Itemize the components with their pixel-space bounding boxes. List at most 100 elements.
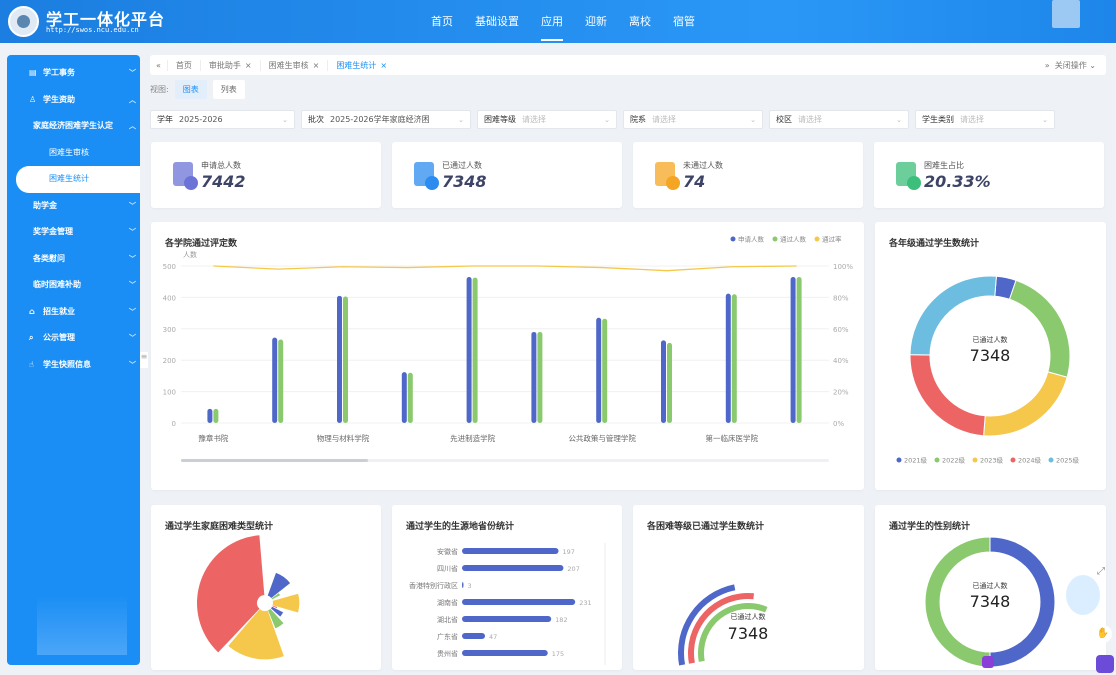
tab-item[interactable]: 审批助手 ×: [199, 59, 260, 71]
ring-arc: [678, 584, 736, 666]
sidebar-item[interactable]: 困难生统计: [16, 166, 140, 193]
view-option-1[interactable]: 列表: [212, 80, 245, 99]
x-tick-label: 第一临床医学院: [706, 433, 759, 443]
h-bar: [462, 582, 464, 588]
h-bar: [462, 650, 548, 656]
legend-label: 2025级: [1056, 456, 1080, 465]
close-operations-menu[interactable]: » 关闭操作 ⌄: [1044, 60, 1096, 70]
filter-select[interactable]: 批次 2025-2026学年家庭经济困 ⌄: [301, 110, 471, 129]
sidebar-item-label: 奖学金管理: [33, 227, 73, 236]
filter-select[interactable]: 校区 请选择 ⌄: [769, 110, 909, 129]
translate-icon[interactable]: [1096, 655, 1114, 673]
rose-slice: [228, 609, 284, 660]
donut-slice: [983, 371, 1068, 437]
sidebar-item[interactable]: ☝ 学生快照信息 ﹀: [7, 352, 140, 379]
hand-icon[interactable]: ✋: [1094, 625, 1112, 643]
chart-title: 通过学生家庭困难类型统计: [165, 522, 274, 532]
chevron-down-icon: ⌄: [750, 115, 756, 124]
filter-label: 学年: [157, 115, 173, 124]
legend-label: 2021级: [904, 456, 928, 465]
h-bar: [462, 548, 559, 554]
sidebar-item[interactable]: 家庭经济困难学生认定 ︿: [7, 113, 140, 140]
close-icon[interactable]: ×: [244, 60, 252, 70]
sidebar-item[interactable]: ♙ 学生资助 ︿: [7, 87, 140, 114]
nav-item[interactable]: 应用: [530, 0, 574, 43]
filter-select[interactable]: 院系 请选择 ⌄: [623, 110, 763, 129]
bar-1: [796, 276, 802, 423]
y-tick-label: 500: [163, 263, 176, 271]
graduation-cap-icon: [410, 159, 440, 191]
tab-label: 首页: [175, 60, 192, 70]
sidebar-item[interactable]: 助学金 ﹀: [7, 193, 140, 220]
bar-1: [213, 408, 219, 423]
tab-item[interactable]: 困难生审核 ×: [259, 59, 328, 71]
nav-item[interactable]: 离校: [629, 15, 651, 28]
view-switch: 视图: 图表 列表: [150, 80, 245, 99]
view-option-0[interactable]: 图表: [174, 80, 207, 99]
bar-1: [407, 372, 413, 423]
filter-placeholder: 请选择: [652, 115, 676, 124]
filter-placeholder: 请选择: [522, 115, 546, 124]
sidebar-collapse-handle[interactable]: ≡: [140, 352, 148, 368]
nav-item[interactable]: 首页: [431, 15, 453, 28]
extension-icon[interactable]: [982, 656, 994, 668]
legend-marker: [972, 457, 978, 463]
grade-chart-card: 各年级通过学生数统计 已通过人数 7348 2021级 2022级 2023级 2024级…: [875, 222, 1106, 490]
ring-arc: [698, 603, 768, 662]
donut-slice: [924, 536, 991, 668]
y2-tick-label: 100%: [833, 263, 853, 271]
top-nav: 首页 基础设置 应用 迎新 离校 宿管: [420, 0, 706, 43]
user-avatar[interactable]: [1052, 0, 1080, 28]
sidebar-item[interactable]: 困难生审核: [7, 140, 140, 167]
university-logo: [8, 6, 39, 37]
thumb-icon: ☝: [29, 359, 34, 369]
center-value: 7348: [728, 624, 769, 643]
zoom-slider-handle[interactable]: [181, 459, 368, 462]
filter-label: 院系: [630, 115, 646, 124]
sidebar-item-label: 各类慰问: [33, 253, 65, 263]
nav-item[interactable]: 迎新: [585, 15, 607, 28]
sidebar-item[interactable]: 奖学金管理 ﹀: [7, 219, 140, 246]
tab-item[interactable]: 困难生统计 ×: [327, 59, 395, 71]
kpi-label: 未通过人数: [683, 161, 723, 170]
sidebar-item[interactable]: ▤ 学工事务 ﹀: [7, 60, 140, 87]
filter-label: 校区: [776, 115, 792, 124]
sidebar-item[interactable]: ⌂ 招生就业 ﹀: [7, 299, 140, 326]
sidebar-item[interactable]: ⌕ 公示管理 ﹀: [7, 325, 140, 352]
nav-item[interactable]: 基础设置: [475, 15, 519, 28]
legend-marker: [934, 457, 940, 463]
tab-item[interactable]: 首页: [166, 59, 200, 71]
sidebar-item-label: 公示管理: [43, 333, 75, 342]
close-icon[interactable]: ×: [312, 60, 320, 70]
sidebar-item[interactable]: 各类慰问 ﹀: [7, 246, 140, 273]
center-value: 7348: [970, 346, 1011, 365]
form-icon: [169, 159, 199, 191]
filter-select[interactable]: 学年 2025-2026 ⌄: [150, 110, 295, 129]
stamp-clock-icon: [651, 159, 681, 191]
legend-label: 2022级: [942, 456, 966, 465]
nav-item[interactable]: 宿管: [673, 15, 695, 28]
filter-select[interactable]: 困难等级 请选择 ⌄: [477, 110, 617, 129]
assistant-robot-icon[interactable]: [1066, 575, 1100, 615]
bar-1: [667, 342, 672, 423]
filter-select[interactable]: 学生类别 请选择 ⌄: [915, 110, 1055, 129]
y-category-label: 安徽省: [437, 547, 458, 556]
close-icon[interactable]: ×: [380, 60, 388, 70]
bar-0: [531, 331, 537, 423]
bar-0: [466, 276, 472, 423]
sidebar-item[interactable]: 临时困难补助 ﹀: [7, 272, 140, 299]
expand-icon[interactable]: ⤢: [1097, 566, 1105, 577]
x-tick-label: 公共政策与管理学院: [568, 433, 636, 443]
sidebar: ▤ 学工事务 ﹀ ♙ 学生资助 ︿ 家庭经济困难学生认定 ︿ 困难生审核 困难生统计 助学金 ﹀ 奖学金…: [7, 55, 140, 665]
app-url: http://swos.ncu.edu.cn: [46, 26, 139, 34]
scroll-left-icon[interactable]: «: [156, 60, 161, 70]
top-header: 学工一体化平台 http://swos.ncu.edu.cn 首页 基础设置 应用迎…: [0, 0, 1116, 43]
legend-marker: [896, 457, 902, 463]
search-icon: ⌕: [29, 333, 34, 342]
bar-0: [207, 408, 213, 423]
filter-value: 2025-2026: [179, 115, 223, 124]
bar-1: [278, 339, 284, 423]
x-tick-label: 豫章书院: [198, 433, 228, 443]
legend-label: 申请人数: [738, 235, 765, 244]
filter-bar: 学年 2025-2026 ⌄ 批次 2025-2026学年家庭经济困 ⌄ 困难等级 请选择 ⌄ 院…: [150, 110, 1061, 129]
